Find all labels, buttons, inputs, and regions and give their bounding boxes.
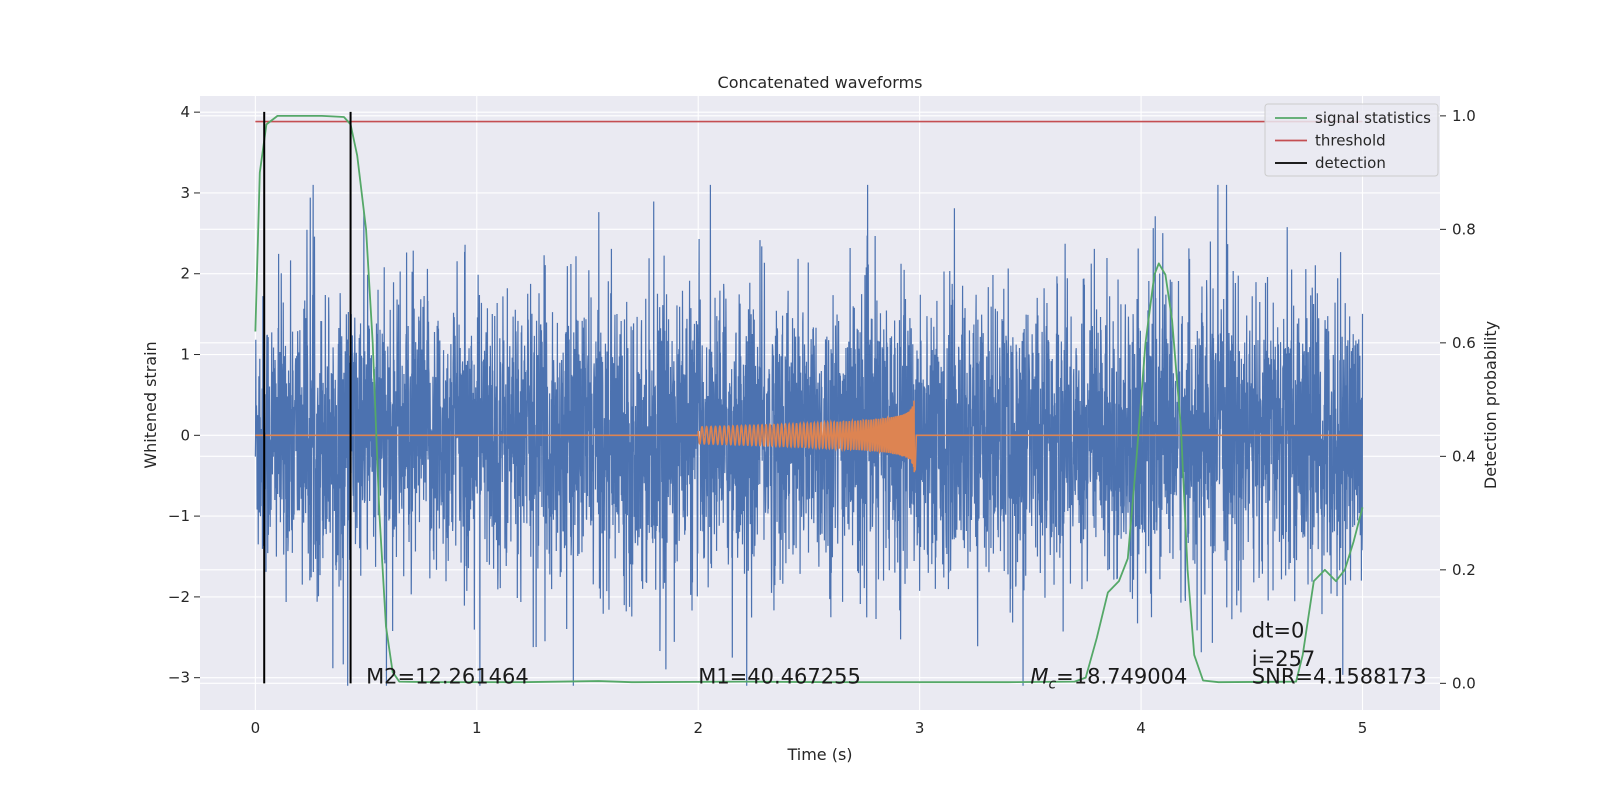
x-tick-label: 1	[472, 719, 482, 737]
y2-tick-label: 0.4	[1452, 447, 1476, 465]
chart-title: Concatenated waveforms	[718, 73, 923, 92]
y2-tick-label: 1.0	[1452, 107, 1476, 125]
x-tick-label: 4	[1136, 719, 1146, 737]
series-template	[255, 400, 1363, 473]
annotation-text: SNR=4.1588173	[1252, 665, 1427, 689]
axes: 0 1 2 3 4 5 −3 −2 −1 0 1 2 3 4 0.0 0.2 0.4 0.6 0.8 1.0	[168, 103, 1476, 737]
y-tick-label: 2	[180, 265, 190, 283]
legend-box	[1264, 103, 1439, 177]
x-tick-label: 0	[251, 719, 261, 737]
annotation-text: M1=40.467255	[698, 665, 861, 689]
y2-tick-label: 0.0	[1452, 674, 1476, 692]
y2-tick-label: 0.2	[1452, 561, 1476, 579]
annotation-text: Mc=18.749004	[1030, 665, 1187, 693]
annotation-text: M2=12.261464	[366, 665, 529, 689]
y-tick-label: 0	[180, 426, 190, 444]
y-tick-label: −1	[168, 507, 190, 525]
y-tick-label: 1	[180, 346, 190, 364]
x-axis-label: Time (s)	[786, 745, 852, 764]
legend: signal statistics threshold detection	[1264, 103, 1439, 177]
legend-label: threshold	[1315, 132, 1386, 150]
y-tick-label: −3	[168, 669, 190, 687]
x-tick-label: 2	[693, 719, 703, 737]
y-tick-label: 4	[180, 103, 190, 121]
series-strain	[254, 184, 1364, 686]
x-tick-label: 3	[915, 719, 925, 737]
legend-label: detection	[1315, 154, 1386, 172]
y2-axis-label: Detection probability	[1481, 321, 1500, 489]
data-layer	[254, 111, 1364, 686]
series-signal-statistics	[254, 114, 1364, 684]
y2-tick-label: 0.8	[1452, 220, 1476, 238]
y-axis-label: Whitened strain	[141, 341, 160, 468]
y-tick-label: 3	[180, 184, 190, 202]
annotations: M2=12.261464 M1=40.467255 Mc=18.749004 dt=0…	[366, 619, 1427, 693]
y-tick-label: −2	[168, 588, 190, 606]
x-tick-label: 5	[1358, 719, 1368, 737]
y2-tick-label: 0.6	[1452, 334, 1476, 352]
annotation-text: i=257	[1252, 647, 1316, 671]
legend-label: signal statistics	[1315, 109, 1431, 127]
annotation-text: dt=0	[1252, 619, 1305, 643]
